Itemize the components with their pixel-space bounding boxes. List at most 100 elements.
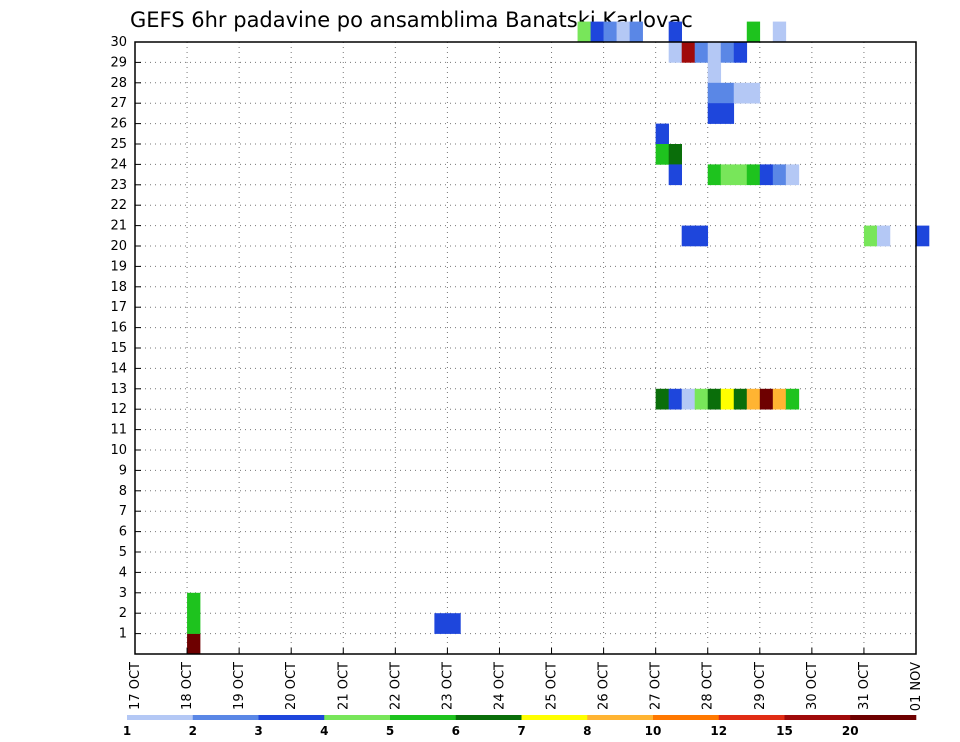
x-tick-label: 22 OCT: [388, 662, 403, 710]
x-tick-label: 25 OCT: [545, 662, 560, 710]
legend-swatch: [653, 715, 720, 720]
x-tick-label: 17 OCT: [128, 662, 143, 710]
precip-cell: [655, 388, 669, 410]
precip-cell: [746, 82, 761, 104]
y-tick-label: 24: [110, 157, 127, 172]
y-tick-label: 15: [110, 341, 127, 356]
legend-swatch: [324, 715, 391, 720]
precip-cell: [603, 21, 617, 43]
y-tick-label: 12: [110, 402, 127, 417]
y-tick-label: 29: [110, 55, 127, 70]
precip-cell: [668, 144, 682, 165]
precip-cell: [668, 42, 682, 63]
precip-cell: [733, 82, 748, 104]
precip-cell: [772, 21, 787, 43]
precip-cell: [863, 225, 878, 247]
y-tick-label: 28: [110, 76, 127, 91]
legend-swatch: [718, 715, 785, 720]
precip-cell: [707, 82, 722, 104]
y-tick-label: 27: [110, 96, 127, 111]
x-tick-label: 26 OCT: [597, 662, 612, 710]
precip-cell: [733, 164, 748, 186]
y-tick-label: 2: [119, 606, 127, 621]
legend-label: 15: [776, 724, 793, 738]
legend-swatch: [258, 715, 325, 720]
precip-cell: [720, 103, 735, 124]
legend-label: 5: [386, 724, 394, 738]
y-tick-label: 7: [119, 504, 127, 519]
precip-cell: [707, 164, 722, 186]
legend-label: 10: [645, 724, 662, 738]
precip-cell: [785, 164, 800, 186]
legend-swatch: [192, 715, 259, 720]
precip-cell: [746, 388, 761, 410]
x-tick-label: 27 OCT: [649, 662, 664, 710]
precip-cell: [876, 225, 891, 247]
precip-cell: [772, 164, 787, 186]
precip-cell: [707, 42, 722, 63]
precip-cell: [694, 42, 709, 63]
precip-cell: [720, 42, 735, 63]
legend-swatch: [587, 715, 654, 720]
y-tick-label: 9: [119, 463, 127, 478]
precip-cell: [720, 82, 735, 104]
precip-cell: [759, 388, 774, 410]
precip-cell: [720, 164, 735, 186]
y-tick-label: 18: [110, 280, 127, 295]
y-tick-label: 8: [119, 484, 127, 499]
legend-label: 7: [517, 724, 525, 738]
legend-swatch: [455, 715, 522, 720]
precip-cell: [733, 388, 748, 410]
legend-swatch: [850, 715, 917, 720]
precip-cell: [187, 592, 201, 614]
x-tick-label: 18 OCT: [180, 662, 195, 710]
x-tick-label: 20 OCT: [284, 662, 299, 710]
precip-cell: [655, 144, 669, 165]
legend-swatch: [521, 715, 588, 720]
precip-cell: [187, 613, 201, 634]
precip-cell: [707, 388, 722, 410]
precip-cell: [187, 633, 201, 655]
y-tick-label: 6: [119, 525, 127, 540]
precip-cell: [629, 21, 643, 43]
x-tick-label: 01 NOV: [909, 662, 924, 711]
precip-cell: [577, 21, 591, 43]
precip-cell: [655, 123, 669, 145]
x-tick-label: 24 OCT: [492, 662, 507, 710]
precip-cell: [681, 388, 696, 410]
y-tick-label: 20: [110, 239, 127, 254]
x-tick-label: 29 OCT: [753, 662, 768, 710]
y-tick-label: 14: [110, 361, 127, 376]
legend-label: 12: [710, 724, 727, 738]
y-tick-label: 1: [119, 627, 127, 642]
y-tick-label: 4: [119, 565, 127, 580]
x-tick-label: 19 OCT: [232, 662, 247, 710]
x-tick-label: 23 OCT: [440, 662, 455, 710]
legend-label: 3: [254, 724, 262, 738]
precip-cell: [447, 613, 461, 634]
precip-cell: [668, 21, 682, 43]
y-tick-label: 26: [110, 117, 127, 132]
legend-swatch: [127, 715, 194, 720]
precip-cell: [746, 164, 761, 186]
y-tick-label: 17: [110, 300, 127, 315]
precip-cell: [434, 613, 448, 634]
precip-cell: [590, 21, 604, 43]
grid-lines: [135, 41, 916, 654]
legend-swatch: [784, 715, 851, 720]
precip-cell: [681, 225, 696, 247]
x-tick-label: 31 OCT: [857, 662, 872, 710]
precip-cell: [772, 388, 787, 410]
y-tick-label: 3: [119, 586, 127, 601]
precip-cell: [707, 103, 722, 124]
precip-cells: [187, 21, 930, 655]
y-tick-label: 5: [119, 545, 127, 560]
precip-cell: [668, 164, 682, 186]
legend-label: 4: [320, 724, 328, 738]
y-tick-label: 22: [110, 198, 127, 213]
precip-cell: [759, 164, 774, 186]
y-axis-ticks: 1234567891011121314151617181920212223242…: [110, 35, 141, 642]
precip-cell: [707, 62, 722, 84]
y-tick-label: 11: [110, 423, 127, 438]
